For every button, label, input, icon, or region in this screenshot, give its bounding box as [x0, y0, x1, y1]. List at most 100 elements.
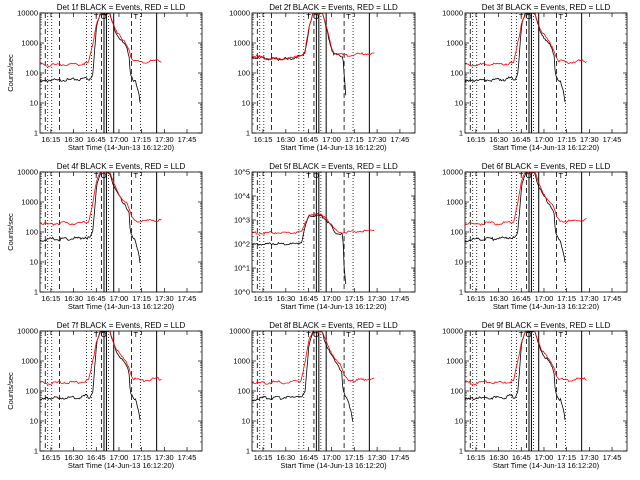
series-line-lld [252, 13, 375, 61]
y-axis-label: Counts/sec [6, 54, 15, 92]
y-tick-label: 1000 [233, 39, 250, 48]
chart-panel-9: TOT11010010001000016:1516:3016:4517:0017… [442, 321, 628, 470]
x-axis-label: Start Time (14-Jun-13 16:12:20) [493, 461, 600, 470]
x-tick-label: 17:15 [345, 453, 364, 462]
y-tick-label: 10000 [229, 9, 250, 18]
y-tick-label: 100 [237, 69, 250, 78]
y-tick-label: 10 [242, 99, 250, 108]
chart-panel-3: TOT11010010001000016:1516:3016:4517:0017… [442, 3, 628, 152]
top-marker-label: O [313, 171, 319, 180]
y-tick-label: 1 [246, 129, 250, 138]
x-tick-label: 17:45 [603, 294, 622, 303]
chart-title: Det 2f BLACK = Events, RED = LLD [269, 3, 398, 12]
series-line-events [465, 172, 566, 263]
y-tick-label: 100 [25, 387, 38, 396]
x-tick-label: 16:45 [299, 294, 318, 303]
x-tick-label: 17:00 [322, 294, 341, 303]
x-tick-label: 17:45 [178, 294, 197, 303]
y-tick-label: 10000 [442, 9, 463, 18]
y-tick-label: 10000 [17, 168, 38, 177]
y-tick-label: 100 [450, 228, 463, 237]
x-tick-label: 17:30 [580, 135, 599, 144]
y-tick-label: 1 [34, 288, 38, 297]
series-group [40, 13, 162, 103]
y-tick-label: 10^5 [234, 168, 250, 177]
x-tick-label: 16:15 [467, 294, 486, 303]
x-tick-label: 16:45 [87, 294, 106, 303]
y-tick-label: 1 [459, 447, 463, 456]
x-tick-label: 16:15 [467, 453, 486, 462]
chart-panel-1: TOT11010010001000016:1516:3016:4517:0017… [6, 3, 203, 152]
y-tick-label: 10^1 [234, 264, 250, 273]
x-tick-label: 17:15 [345, 135, 364, 144]
y-tick-label: 10 [30, 99, 38, 108]
chart-title: Det 6f BLACK = Events, RED = LLD [482, 162, 611, 171]
y-tick-label: 10 [30, 258, 38, 267]
x-tick-label: 17:00 [535, 135, 554, 144]
chart-title: Det 9f BLACK = Events, RED = LLD [482, 321, 611, 330]
y-tick-label: 100 [25, 228, 38, 237]
x-tick-label: 16:30 [64, 453, 83, 462]
plot-frame [39, 171, 203, 293]
x-axis-label: Start Time (14-Jun-13 16:12:20) [280, 302, 387, 311]
x-tick-label: 16:30 [64, 294, 83, 303]
top-marker-label: O [526, 330, 532, 339]
series-line-events [40, 172, 141, 264]
plot-frame [251, 330, 416, 452]
y-tick-label: 10^4 [234, 192, 250, 201]
x-tick-label: 17:30 [580, 294, 599, 303]
x-tick-label: 16:45 [512, 294, 531, 303]
x-tick-label: 16:15 [254, 135, 273, 144]
plot-frame [251, 171, 416, 293]
y-tick-label: 10^0 [234, 288, 250, 297]
series-line-lld [40, 13, 162, 68]
x-tick-label: 16:30 [276, 294, 295, 303]
plot-frame [464, 12, 628, 134]
x-tick-label: 16:45 [87, 453, 106, 462]
y-tick-label: 10 [455, 417, 463, 426]
top-marker-label: T [559, 330, 564, 339]
y-tick-label: 10000 [229, 327, 250, 336]
x-axis-label: Start Time (14-Jun-13 16:12:20) [68, 302, 175, 311]
x-tick-label: 17:00 [110, 135, 129, 144]
y-tick-label: 1000 [21, 39, 38, 48]
series-line-lld [252, 331, 375, 385]
series-line-events [40, 13, 141, 103]
x-tick-label: 16:30 [276, 135, 295, 144]
y-tick-label: 10^2 [234, 240, 250, 249]
x-axis-label: Start Time (14-Jun-13 16:12:20) [280, 461, 387, 470]
x-tick-label: 16:45 [512, 135, 531, 144]
x-tick-label: 17:30 [368, 453, 387, 462]
series-line-events [465, 331, 566, 421]
y-tick-label: 1 [459, 129, 463, 138]
y-axis-label: Counts/sec [6, 213, 15, 251]
y-tick-label: 10000 [17, 9, 38, 18]
x-tick-label: 17:30 [155, 294, 174, 303]
y-tick-label: 1000 [446, 39, 463, 48]
x-tick-label: 17:45 [391, 294, 410, 303]
y-tick-label: 10 [30, 417, 38, 426]
x-tick-label: 16:15 [42, 453, 61, 462]
top-marker-label: O [313, 330, 319, 339]
chart-panel-6: TOT11010010001000016:1516:3016:4517:0017… [442, 162, 628, 311]
series-line-lld [465, 172, 587, 226]
chart-title: Det 3f BLACK = Events, RED = LLD [482, 3, 611, 12]
x-tick-label: 17:30 [155, 453, 174, 462]
series-line-events [40, 331, 141, 420]
top-marker-label: O [526, 171, 532, 180]
top-marker-label: O [101, 171, 107, 180]
chart-title: Det 1f BLACK = Events, RED = LLD [57, 3, 186, 12]
top-marker-label: T [346, 330, 351, 339]
series-line-lld [40, 331, 162, 386]
y-tick-label: 10 [242, 417, 250, 426]
top-marker-label: O [313, 12, 319, 21]
series-group [252, 212, 375, 285]
plot-frame [464, 330, 628, 452]
series-line-events [465, 13, 566, 103]
top-marker-label: O [526, 12, 532, 21]
x-tick-label: 17:45 [178, 135, 197, 144]
y-axis-label: Counts/sec [6, 372, 15, 410]
top-marker-label: O [101, 12, 107, 21]
series-line-lld [252, 212, 375, 235]
x-tick-label: 17:45 [178, 453, 197, 462]
